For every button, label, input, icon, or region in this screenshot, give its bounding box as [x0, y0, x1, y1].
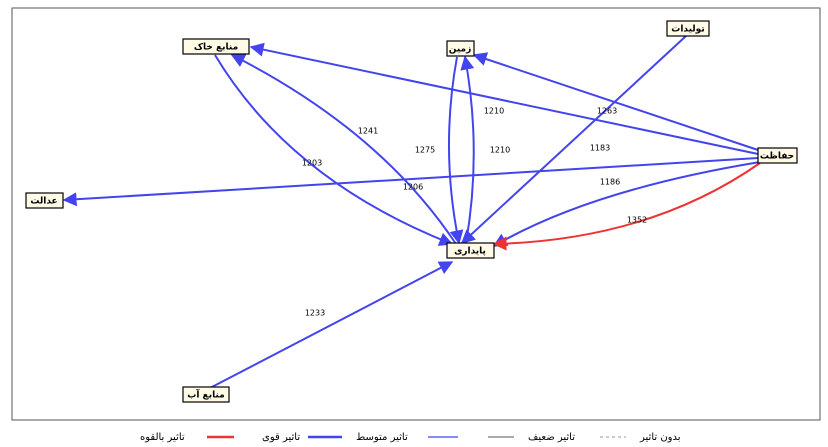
edge-label: 1210 — [490, 146, 510, 155]
edge — [460, 35, 687, 244]
node-label: زمین — [449, 45, 472, 55]
node: حفاظت — [757, 147, 798, 164]
edge — [460, 55, 475, 244]
legend-label: تاثیر ضعیف — [528, 432, 575, 443]
node-label: پایداری — [454, 247, 486, 257]
legend-label: تاثیر قوی — [262, 432, 300, 443]
edge — [62, 157, 759, 207]
node-label: منابع خاک — [194, 43, 238, 53]
edge-label: 1203 — [302, 159, 322, 168]
node: منابع خاک — [182, 38, 250, 55]
edge — [249, 42, 759, 155]
edge-label: 1186 — [600, 178, 620, 187]
node-label: عدالت — [30, 197, 57, 207]
edge — [492, 162, 761, 251]
nodes: منابع خاک زمین تولیدات حفاظت عدالت پایدا… — [25, 20, 798, 403]
edge-labels: 1241 1203 1275 1206 1210 1210 1263 1183 … — [302, 107, 647, 318]
edge — [492, 161, 761, 247]
edges — [62, 35, 761, 389]
edge-label: 1210 — [484, 107, 504, 116]
edge-label: 1352 — [627, 216, 647, 225]
node-label: حفاظت — [760, 152, 794, 162]
frame — [11, 7, 821, 421]
edge-label: 1241 — [358, 127, 378, 136]
legend: تاثیر بالقوه تاثیر قوی تاثیر متوسط تاثیر… — [140, 432, 681, 443]
node: عدالت — [25, 192, 64, 209]
legend-label: تاثیر متوسط — [356, 432, 408, 443]
edge — [448, 56, 464, 245]
edge — [472, 52, 759, 151]
legend-label: بدون تاثیر — [639, 432, 681, 443]
edge — [230, 54, 457, 245]
edge-label: 1263 — [597, 107, 617, 116]
edge-label: 1233 — [305, 309, 325, 318]
edge-label: 1183 — [590, 144, 610, 153]
node: زمین — [446, 40, 475, 57]
node: تولیدات — [666, 20, 710, 37]
edge-label: 1275 — [415, 146, 435, 155]
edge-label: 1206 — [403, 183, 423, 192]
edge — [209, 261, 454, 389]
edge — [214, 54, 454, 246]
node: پایداری — [446, 242, 495, 259]
legend-label: تاثیر بالقوه — [140, 432, 185, 443]
node-label: منابع آب — [187, 389, 224, 401]
node: منابع آب — [182, 386, 230, 403]
node-label: تولیدات — [671, 25, 704, 35]
